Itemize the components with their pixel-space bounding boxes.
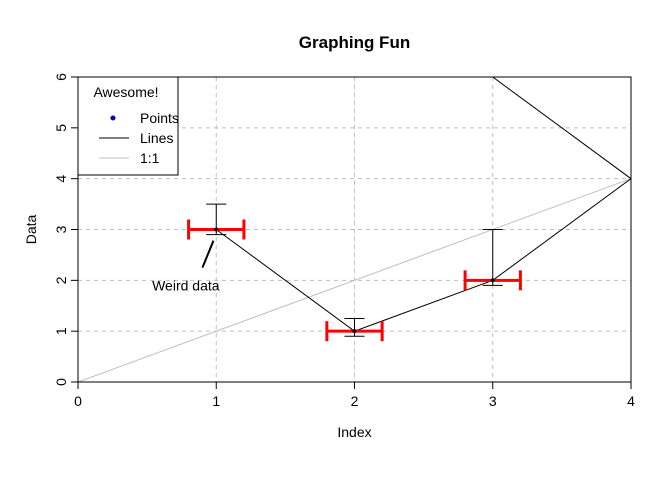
data-point [214, 227, 219, 232]
y-tick-label: 5 [53, 124, 69, 132]
x-tick-label: 0 [74, 393, 82, 409]
reference-line [77, 178, 632, 383]
x-tick-label: 4 [627, 393, 635, 409]
line-series [215, 77, 631, 332]
legend-label: Lines [140, 130, 173, 146]
y-tick-label: 3 [53, 225, 69, 233]
legend-title: Awesome! [93, 84, 158, 100]
x-axis-label: Index [337, 424, 371, 440]
legend-label: Points [140, 110, 179, 126]
y-tick-label: 1 [53, 327, 69, 335]
legend-marker [110, 115, 116, 121]
annotation-arrow [201, 240, 215, 269]
data-point [352, 329, 357, 334]
legend-box [77, 76, 179, 176]
legend-label: 1:1 [140, 150, 160, 166]
x-tick-label: 3 [489, 393, 497, 409]
x-tick-label: 2 [351, 393, 359, 409]
chart-title: Graphing Fun [299, 33, 410, 52]
y-tick-label: 6 [53, 73, 69, 81]
y-tick-label: 0 [53, 378, 69, 386]
annotation-label: Weird data [152, 277, 220, 293]
y-tick-label: 4 [53, 175, 69, 183]
y-axis-label: Data [23, 215, 39, 245]
y-tick-label: 2 [53, 276, 69, 284]
x-tick-label: 1 [212, 393, 220, 409]
data-point [490, 278, 495, 283]
